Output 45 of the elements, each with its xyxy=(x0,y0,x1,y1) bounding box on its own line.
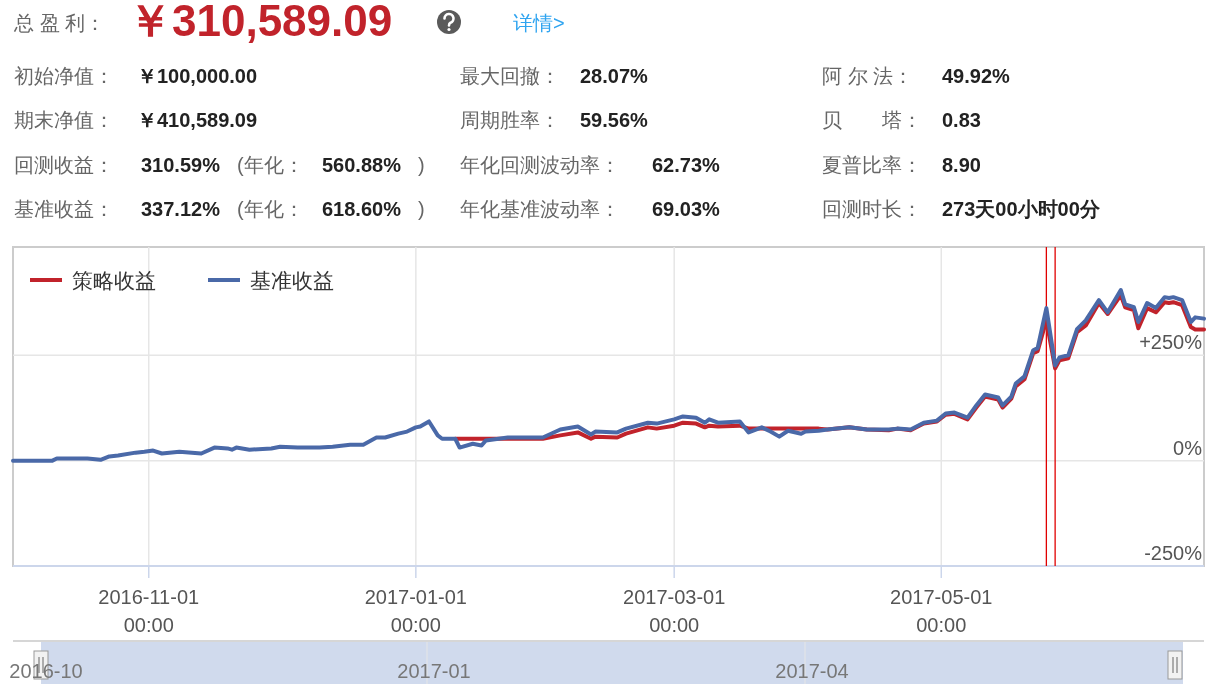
text: 贝 塔： xyxy=(822,109,922,131)
text: 周期胜率： xyxy=(460,109,560,131)
y-tick-label: -250% xyxy=(1144,542,1203,564)
text: 期末净值： xyxy=(14,109,114,131)
text: 总 盈 利： xyxy=(13,12,106,34)
text: 59.56% xyxy=(580,109,649,131)
text: ￥410,589.09 xyxy=(137,109,258,131)
text: 阿 尔 法： xyxy=(822,65,914,87)
text: 年化回测波动率： xyxy=(460,154,620,176)
text: 2017-04 xyxy=(775,660,849,682)
y-tick-label: +250% xyxy=(1139,331,1203,354)
text: 基准收益： xyxy=(14,198,114,220)
text: 年化基准波动率： xyxy=(460,198,620,220)
text: 49.92% xyxy=(942,65,1011,87)
text: 28.07% xyxy=(580,65,649,87)
text: 62.73% xyxy=(652,154,721,176)
legend-label: 基准收益 xyxy=(250,269,334,292)
x-tick-label: 2017-05-01 00:00 xyxy=(890,586,993,636)
text: 2017-01 xyxy=(397,660,471,682)
legend-label: 策略收益 xyxy=(72,269,156,292)
text: 273天00小时00分 xyxy=(942,198,1101,220)
text: 详情> xyxy=(513,12,565,34)
text: ) xyxy=(418,154,425,176)
text: 回测时长： xyxy=(822,198,922,220)
text: 2016-10 xyxy=(9,660,83,682)
y-tick-label: 0% xyxy=(1173,436,1203,459)
text: 8.90 xyxy=(942,154,981,176)
text: 310.59% xyxy=(141,154,221,176)
text: 回测收益： xyxy=(14,154,114,176)
text: (年化： xyxy=(237,154,304,176)
text: 618.60% xyxy=(322,198,402,220)
text: 最大回撤： xyxy=(460,65,560,87)
text: 560.88% xyxy=(322,154,402,176)
text: 夏普比率： xyxy=(822,154,922,176)
text: ￥310,589.09 xyxy=(128,0,393,45)
text: 初始净值： xyxy=(14,65,114,87)
text: ) xyxy=(418,198,425,220)
text: 0.83 xyxy=(942,109,981,131)
text: ￥100,000.00 xyxy=(137,65,258,87)
x-tick-label: 2017-03-01 00:00 xyxy=(623,586,726,636)
x-tick-label: 2017-01-01 00:00 xyxy=(364,586,467,636)
text: (年化： xyxy=(237,198,304,220)
text: 69.03% xyxy=(652,198,721,220)
x-tick-label: 2016-11-01 00:00 xyxy=(98,586,200,636)
text: 337.12% xyxy=(141,198,221,220)
